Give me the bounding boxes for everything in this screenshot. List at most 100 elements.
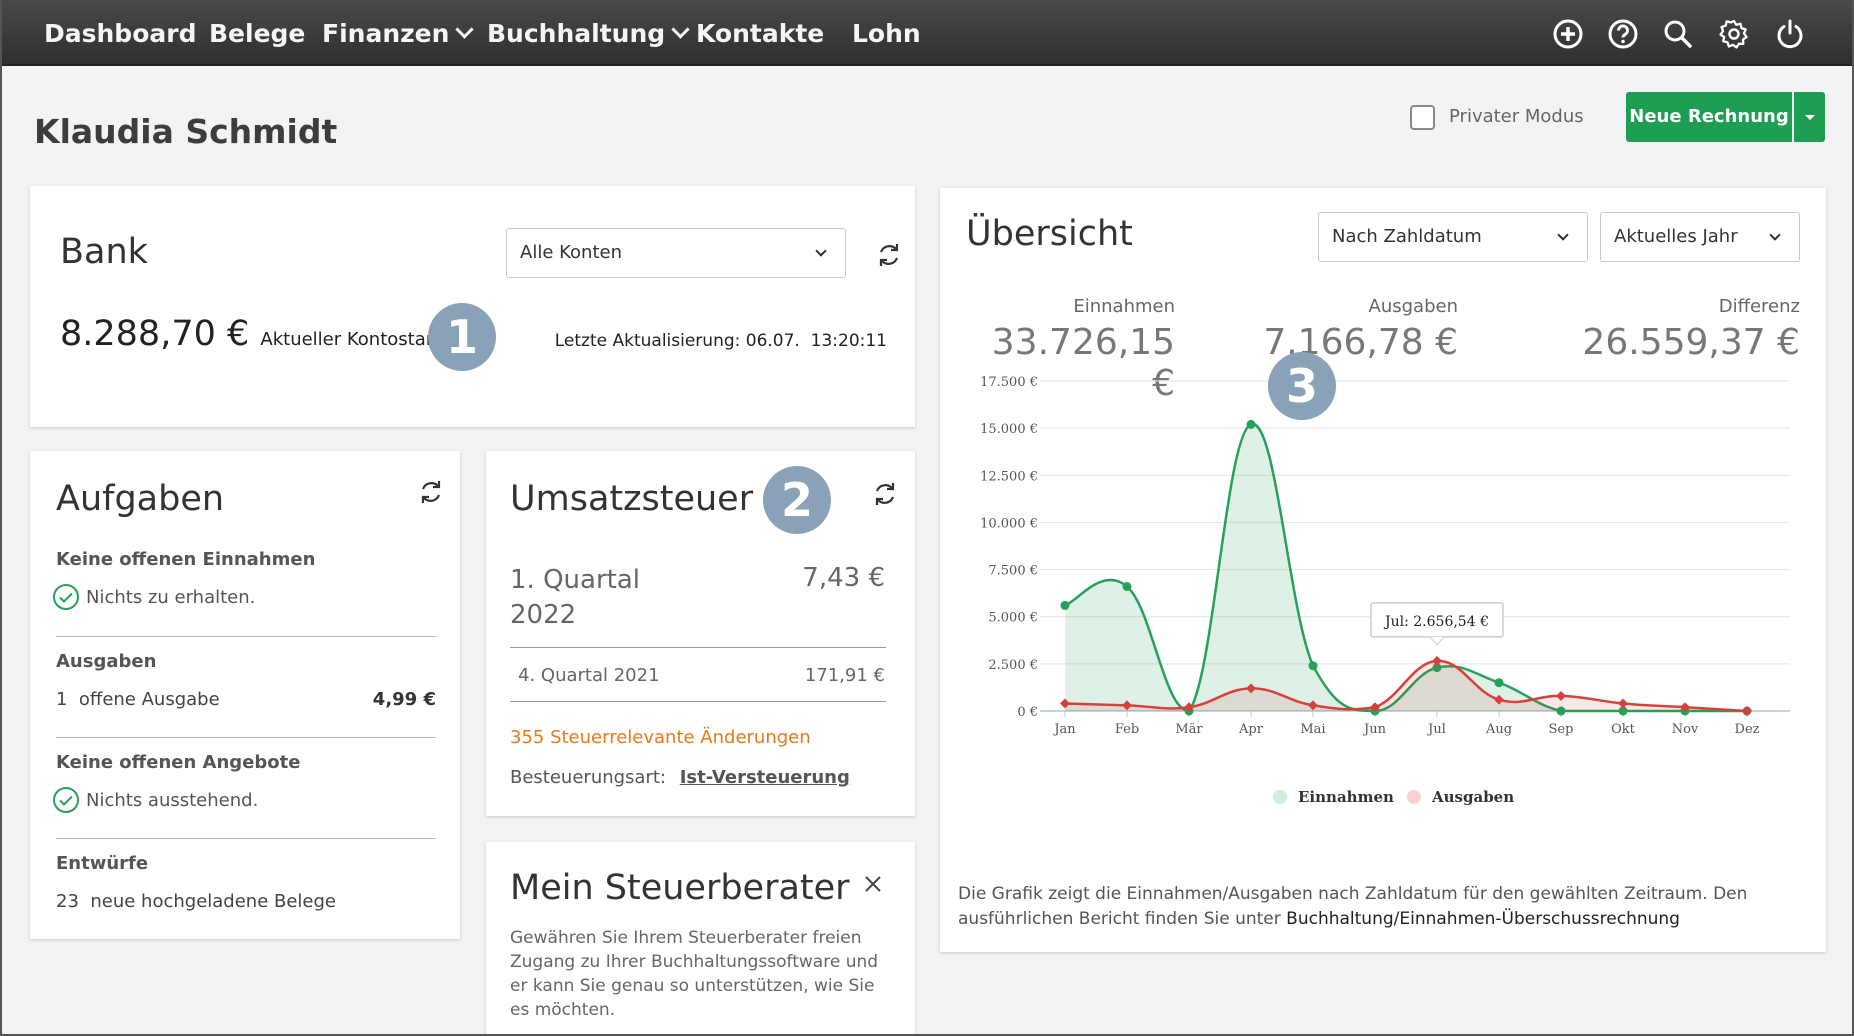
bank-balance: 8.288,70 € (60, 314, 250, 354)
chart-x-tick-label: Apr (1238, 722, 1264, 737)
close-icon[interactable] (863, 874, 883, 894)
chart-point-ausgaben (1370, 702, 1380, 713)
help-icon[interactable] (1607, 18, 1639, 50)
nav-buchhaltung[interactable]: Buchhaltung (487, 0, 690, 66)
chart-point-einnahmen (1556, 706, 1566, 716)
page-title: Klaudia Schmidt (34, 112, 338, 151)
tasks-income-heading: Keine offenen Einnahmen (56, 549, 316, 570)
period-select-value: Aktuelles Jahr (1614, 226, 1738, 247)
top-navigation: Dashboard Belege Finanzen Buchhaltung Ko… (0, 0, 1854, 66)
expense-label: Ausgaben (1368, 296, 1458, 317)
refresh-icon[interactable] (872, 481, 898, 507)
tasks-drafts-heading: Entwürfe (56, 853, 149, 874)
divider (510, 701, 886, 702)
power-icon[interactable] (1774, 18, 1806, 50)
search-icon[interactable] (1662, 18, 1694, 50)
vat-taxation-row: Besteuerungsart: Ist-Versteuerung (510, 767, 850, 788)
vat-previous-amount: 171,91 € (804, 665, 885, 686)
tasks-drafts-row[interactable]: 23 neue hochgeladene Belege (56, 891, 336, 912)
chart-point-ausgaben (1184, 702, 1194, 713)
check-circle-icon (53, 584, 79, 610)
chart-point-ausgaben (1308, 700, 1318, 711)
vat-card: Umsatzsteuer 2 1. Quartal 2022 7,43 € 4.… (486, 451, 915, 816)
chart-point-ausgaben (1618, 698, 1628, 709)
gear-icon[interactable] (1718, 18, 1750, 50)
chart-area-ausgaben (1065, 660, 1747, 711)
nav-dashboard[interactable]: Dashboard (44, 19, 197, 48)
chart-point-einnahmen (1122, 582, 1132, 592)
chart-point-einnahmen (1618, 706, 1628, 716)
period-select[interactable]: Aktuelles Jahr (1600, 212, 1800, 262)
chart-y-tick-label: 7.500 € (988, 564, 1038, 579)
nav-belege[interactable]: Belege (209, 19, 306, 48)
tasks-offers-heading: Keine offenen Angebote (56, 752, 301, 773)
chart-x-tick-label: Sep (1549, 722, 1574, 737)
chart-point-einnahmen (1308, 661, 1318, 671)
overview-title: Übersicht (966, 214, 1133, 254)
tasks-drafts-text: neue hochgeladene Belege (90, 891, 337, 912)
eur-report-link[interactable]: Buchhaltung/Einnahmen-Überschussrechnung (1286, 909, 1680, 929)
chevron-down-icon (1557, 229, 1569, 241)
date-mode-select-value: Nach Zahldatum (1332, 226, 1482, 247)
chart-tooltip-pointer (1429, 636, 1445, 646)
bank-title: Bank (60, 232, 148, 272)
chevron-down-icon (1769, 229, 1781, 241)
chart-y-tick-label: 12.500 € (980, 469, 1038, 484)
new-invoice-dropdown-button[interactable] (1794, 92, 1825, 142)
chart-x-tick-label: Okt (1611, 722, 1636, 737)
chart-x-tick-label: Dez (1735, 722, 1760, 737)
date-mode-select[interactable]: Nach Zahldatum (1318, 212, 1588, 262)
diff-label: Differenz (1718, 296, 1800, 317)
vat-current-period-year: 2022 (510, 600, 577, 630)
chart-point-ausgaben (1432, 655, 1442, 666)
chart-legend-marker (1273, 790, 1287, 804)
chart-point-ausgaben (1742, 706, 1752, 716)
tasks-expenses-amount: 4,99 € (372, 689, 436, 710)
nav-finanzen[interactable]: Finanzen (322, 0, 475, 66)
advisor-title: Mein Steuerberater (510, 868, 850, 908)
divider (56, 838, 436, 839)
add-circle-icon[interactable] (1552, 18, 1584, 50)
step-badge-1: 1 (428, 303, 496, 371)
refresh-icon[interactable] (418, 479, 444, 505)
private-mode-checkbox[interactable] (1410, 105, 1435, 130)
chart-point-ausgaben (1494, 694, 1504, 705)
chart-legend-label: Ausgaben (1431, 788, 1514, 806)
vat-changes-link[interactable]: 355 Steuerrelevante Änderungen (510, 727, 811, 748)
chart-y-tick-label: 5.000 € (988, 611, 1038, 626)
account-select[interactable]: Alle Konten (506, 228, 846, 278)
chart-footnote-text: Die Grafik zeigt die Einnahmen/Ausgaben … (958, 884, 1748, 929)
tasks-expenses-row[interactable]: 1 offene Ausgabe (56, 689, 220, 710)
income-expense-chart: 0 € 2.500 € 5.000 € 7.500 € 10.000 € 12.500 €… (980, 375, 1790, 806)
chart-point-einnahmen (1246, 419, 1256, 429)
advisor-text: Gewähren Sie Ihrem Steuerberater freien … (510, 928, 879, 1020)
nav-kontakte[interactable]: Kontakte (696, 19, 825, 48)
private-mode-label: Privater Modus (1449, 106, 1584, 127)
bank-last-update: Letzte Aktualisierung: 06.07. 13:20:11 (554, 331, 887, 351)
chart-tooltip-text: Jul: 2.656,54 € (1383, 614, 1489, 630)
chart-point-ausgaben (1060, 698, 1070, 709)
nav-finanzen-label: Finanzen (322, 19, 450, 48)
nav-buchhaltung-label: Buchhaltung (487, 19, 666, 48)
chart-x-tick-label: Aug (1485, 722, 1512, 737)
chart-y-tick-label: 10.000 € (980, 516, 1038, 531)
new-invoice-button[interactable]: Neue Rechnung (1626, 92, 1792, 142)
chart-point-ausgaben (1680, 702, 1690, 713)
divider (56, 636, 436, 637)
bank-balance-label: Aktueller Kontostand (260, 329, 449, 350)
vat-current-amount: 7,43 € (802, 563, 885, 593)
nav-lohn[interactable]: Lohn (852, 19, 921, 48)
vat-taxation-link[interactable]: Ist-Versteuerung (679, 767, 850, 788)
step-badge-2: 2 (763, 466, 831, 534)
check-circle-icon (53, 787, 79, 813)
chart-line-einnahmen (1064, 423, 1747, 713)
vat-title: Umsatzsteuer (510, 479, 754, 519)
income-total: 33.726,15 € (991, 322, 1175, 404)
refresh-icon[interactable] (876, 242, 902, 268)
tasks-drafts-count: 23 (56, 891, 79, 912)
tasks-expenses-heading: Ausgaben (56, 651, 157, 672)
vat-current-period: 1. Quartal 2022 (510, 563, 640, 633)
chart-x-tick-label: Nov (1672, 722, 1699, 737)
tasks-card: Aufgaben Keine offenen Einnahmen Nichts … (30, 451, 460, 939)
chevron-down-icon (455, 20, 475, 39)
